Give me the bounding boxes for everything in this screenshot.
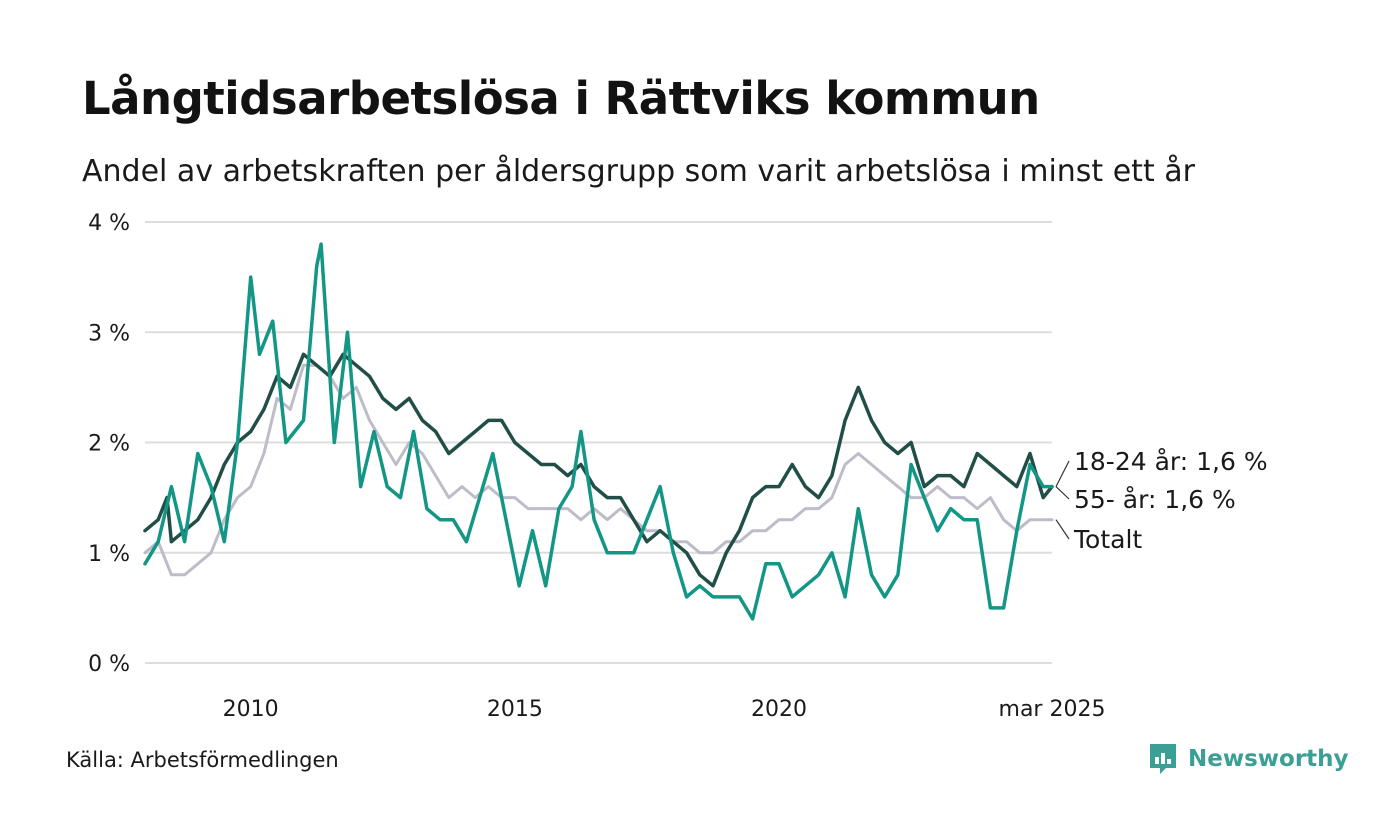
series-lines: [143, 242, 1054, 621]
end-label-leader: [1055, 486, 1070, 500]
x-tick-label: 2010: [223, 697, 279, 722]
x-tick-label: 2020: [751, 697, 807, 722]
gridlines: [145, 221, 1052, 664]
source-note: Källa: Arbetsförmedlingen: [66, 748, 339, 772]
y-tick-label: 0 %: [88, 652, 130, 677]
y-tick-label: 3 %: [88, 321, 130, 346]
end-labels: Totalt 55- år: 1,6 % 18-24 år: 1,6 %: [1055, 447, 1268, 554]
x-tick-label: mar 2025: [999, 697, 1106, 722]
brand-name: Newsworthy: [1188, 746, 1349, 772]
y-tick-label: 1 %: [88, 542, 130, 567]
x-axis-ticks: 2010 2015 2020 mar 2025: [223, 697, 1106, 722]
y-axis-ticks: 0 % 1 % 2 % 3 % 4 %: [88, 211, 130, 677]
newsworthy-logo-icon: [1150, 744, 1176, 774]
end-label-leader: [1055, 519, 1070, 540]
series-line-total: [143, 363, 1054, 577]
y-tick-label: 2 %: [88, 432, 130, 457]
end-label-leader: [1055, 460, 1070, 487]
chart-subtitle: Andel av arbetskraften per åldersgrupp s…: [82, 154, 1195, 189]
chart-title: Långtidsarbetslösa i Rättviks kommun: [82, 72, 1040, 125]
y-tick-label: 4 %: [88, 211, 130, 236]
end-label-youth: 18-24 år: 1,6 %: [1074, 447, 1268, 476]
series-line-senior: [143, 352, 1054, 588]
brand-logo[interactable]: Newsworthy: [1148, 742, 1349, 776]
end-label-senior: 55- år: 1,6 %: [1074, 485, 1236, 514]
x-tick-label: 2015: [487, 697, 543, 722]
series-line-youth: [143, 242, 1054, 621]
end-label-total: Totalt: [1073, 525, 1142, 554]
line-chart: 0 % 1 % 2 % 3 % 4 % 2010 2015 2020 mar 2025 Tot…: [88, 211, 1268, 722]
